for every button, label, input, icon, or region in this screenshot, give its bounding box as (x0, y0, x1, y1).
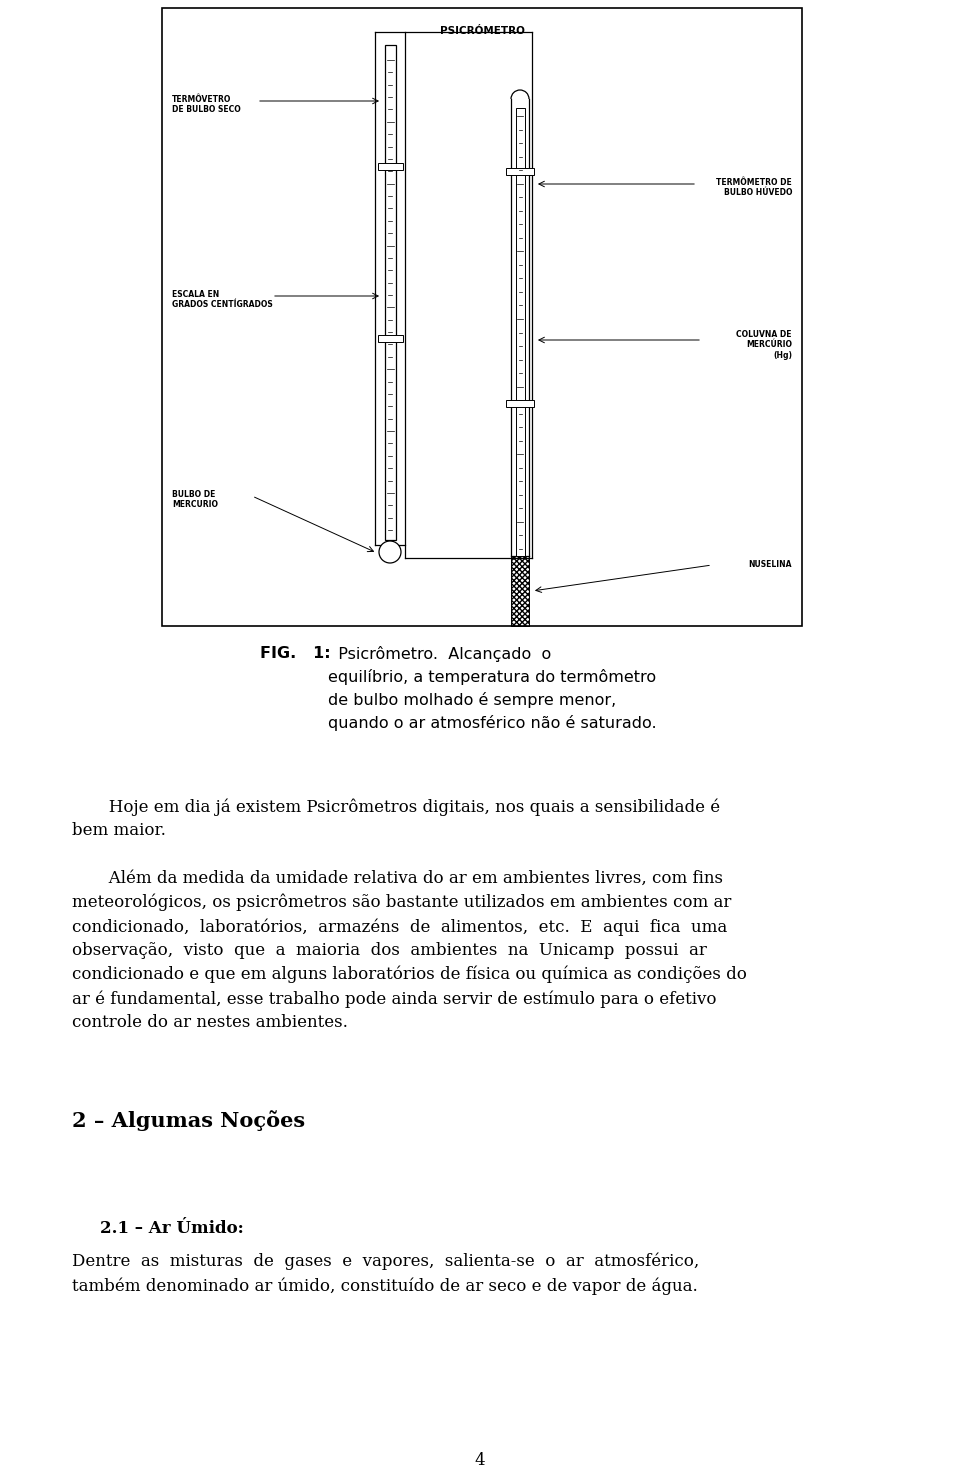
Bar (506, 400, 534, 407)
Text: PSICRÓMETRO: PSICRÓMETRO (440, 27, 524, 36)
Text: Dentre  as  misturas  de  gases  e  vapores,  salienta-se  o  ar  atmosférico,
t: Dentre as misturas de gases e vapores, s… (72, 1253, 699, 1294)
Text: NUSELINA: NUSELINA (749, 560, 792, 569)
Bar (378, 163, 403, 170)
Bar (516, 108, 525, 555)
Text: FIG.   1:: FIG. 1: (260, 646, 330, 661)
Text: 2 – Algumas Noções: 2 – Algumas Noções (72, 1109, 305, 1131)
Text: COLUVNA DE
MERCÚRIO
(Hg): COLUVNA DE MERCÚRIO (Hg) (736, 330, 792, 360)
Circle shape (379, 541, 401, 563)
Bar (378, 335, 403, 342)
Text: Além da medida da umidade relativa do ar em ambientes livres, com fins
meteoroló: Além da medida da umidade relativa do ar… (72, 869, 747, 1031)
Text: TERMÔVETRO
DE BULBO SECO: TERMÔVETRO DE BULBO SECO (172, 95, 241, 114)
Text: Psicrômetro.  Alcançado  o
equilíbrio, a temperatura do termômetro
de bulbo molh: Psicrômetro. Alcançado o equilíbrio, a t… (328, 646, 657, 732)
Text: 2.1 – Ar Úmido:: 2.1 – Ar Úmido: (100, 1220, 244, 1237)
Bar (511, 555, 529, 626)
Text: Hoje em dia já existem Psicrômetros digitais, nos quais a sensibilidade é
bem ma: Hoje em dia já existem Psicrômetros digi… (72, 798, 720, 840)
Bar (385, 44, 396, 541)
Text: 4: 4 (474, 1451, 486, 1469)
Text: TERMÔMETRO DE
BULBO HÚVEDO: TERMÔMETRO DE BULBO HÚVEDO (716, 178, 792, 197)
Bar (506, 167, 534, 175)
Text: BULBO DE
MERCURIO: BULBO DE MERCURIO (172, 490, 218, 509)
Bar (162, 7, 802, 626)
Text: ESCALA EN
GRADOS CENTÍGRADOS: ESCALA EN GRADOS CENTÍGRADOS (172, 290, 273, 310)
